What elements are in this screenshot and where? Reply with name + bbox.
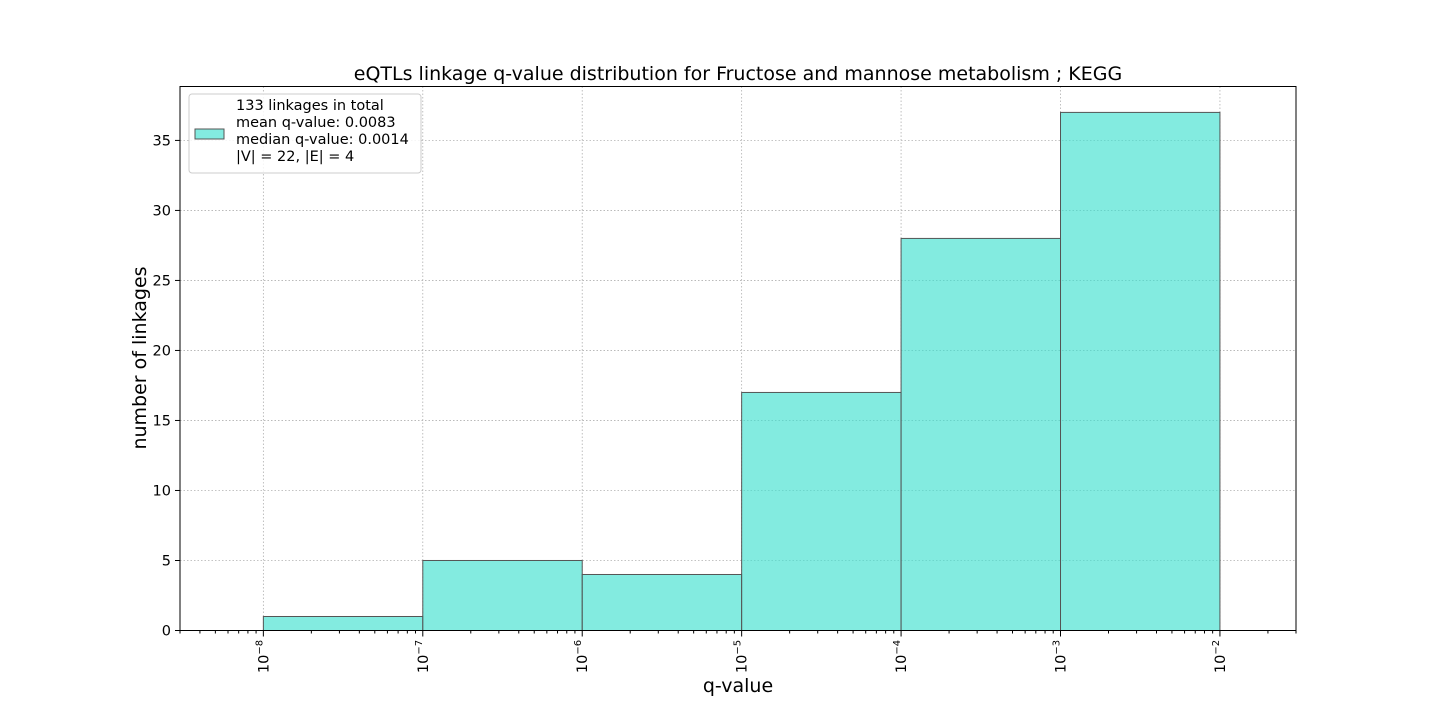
x-tick-label: 10−8 — [254, 640, 272, 673]
histogram-bar — [741, 391, 902, 631]
y-tick-label: 15 — [153, 413, 171, 429]
histogram-bar — [1060, 111, 1221, 631]
legend: 133 linkages in total mean q-value: 0.00… — [188, 93, 422, 174]
y-tick-label: 35 — [153, 133, 171, 149]
legend-frame — [188, 93, 422, 174]
x-tick-label: 10−7 — [414, 640, 432, 673]
legend-line: |V| = 22, |E| = 4 — [236, 149, 354, 165]
x-tick-label: 10−6 — [573, 640, 591, 673]
grid-lines — [180, 86, 1296, 631]
y-tick-label: 30 — [153, 203, 171, 219]
chart-title: eQTLs linkage q-value distribution for F… — [354, 63, 1122, 85]
legend-line: 133 linkages in total — [236, 98, 384, 114]
histogram-bar — [262, 615, 424, 632]
histogram-bar — [422, 559, 583, 631]
x-tick-label: 10−5 — [733, 640, 751, 673]
x-tick-label: 10−4 — [892, 640, 910, 673]
legend-line: mean q-value: 0.0083 — [236, 115, 396, 131]
legend-line: median q-value: 0.0014 — [236, 132, 409, 148]
y-tick-label: 25 — [153, 273, 171, 289]
x-tick-label: 10−3 — [1052, 640, 1070, 673]
y-tick-label: 20 — [153, 343, 171, 359]
y-axis-ticks: 0 5 10 15 20 25 30 35 — [153, 133, 180, 640]
histogram-bar — [581, 573, 743, 631]
legend-swatch — [194, 128, 225, 140]
bars — [262, 111, 1221, 632]
plot-area-frame — [179, 86, 1297, 631]
y-axis-label: number of linkages — [129, 266, 151, 449]
y-tick-label: 10 — [153, 483, 171, 499]
y-tick-label: 0 — [162, 624, 171, 640]
y-tick-label: 5 — [162, 553, 171, 569]
histogram-bar — [900, 237, 1062, 632]
x-axis-label: q-value — [703, 675, 773, 697]
x-tick-label: 10−2 — [1211, 640, 1229, 673]
x-axis-ticks: 10−8 10−7 10−6 10−5 10−4 10−3 10−2 — [179, 630, 1297, 673]
